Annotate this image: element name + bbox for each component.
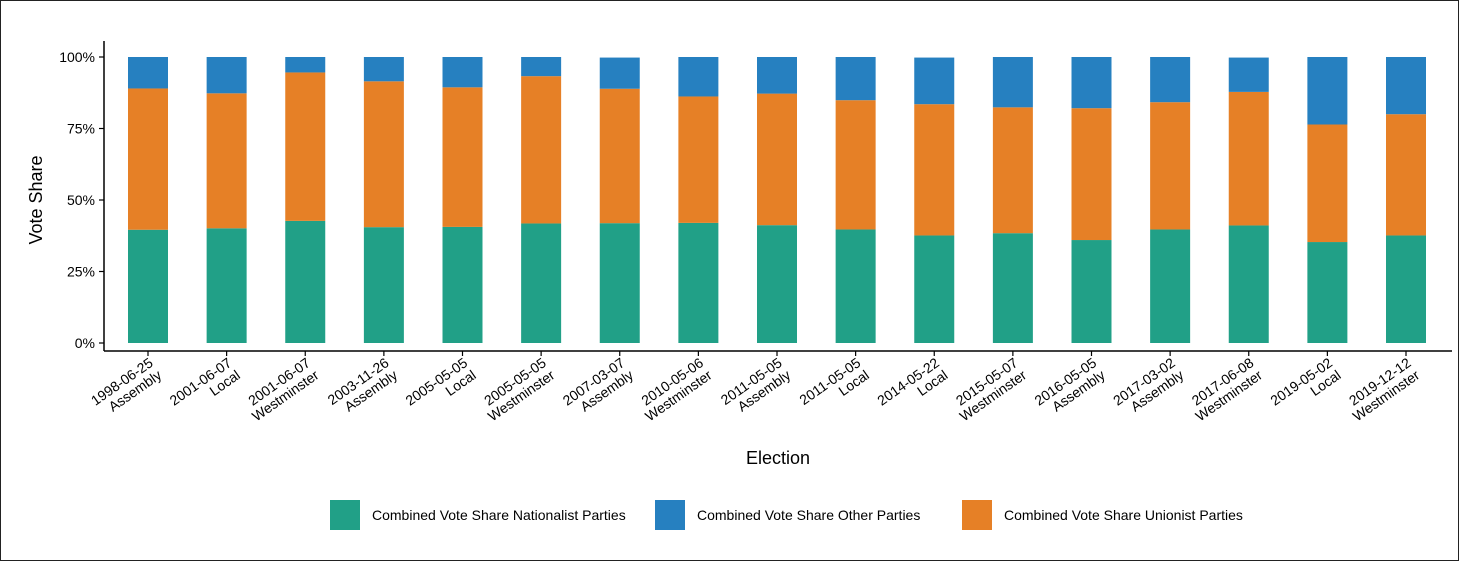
x-tick-label-12: 2016-05-05Assembly <box>1031 354 1108 421</box>
bar-segment-combined-vote-share-other-parties-10 <box>914 57 955 105</box>
bar-segment-combined-vote-share-unionist-parties-8 <box>757 93 797 226</box>
x-tick-label-0: 1998-06-25Assembly <box>88 354 165 421</box>
x-tick-label-10: 2014-05-22Local <box>874 354 951 421</box>
bar-segment-combined-vote-share-nationalist-parties-2 <box>285 220 326 343</box>
bar-segment-combined-vote-share-unionist-parties-7 <box>678 96 719 223</box>
bar-segment-combined-vote-share-nationalist-parties-6 <box>599 223 640 343</box>
bar-segment-combined-vote-share-other-parties-9 <box>835 57 876 101</box>
bar-segment-combined-vote-share-other-parties-1 <box>206 57 247 94</box>
bar-segment-combined-vote-share-other-parties-16 <box>1386 57 1426 115</box>
bar-segment-combined-vote-share-nationalist-parties-4 <box>442 226 483 343</box>
bar-segment-combined-vote-share-unionist-parties-3 <box>363 81 404 228</box>
bar-segment-combined-vote-share-other-parties-2 <box>285 57 326 73</box>
bar-segment-combined-vote-share-nationalist-parties-7 <box>678 222 719 343</box>
bar-segment-combined-vote-share-nationalist-parties-16 <box>1386 235 1426 343</box>
legend-swatch-1 <box>655 500 685 530</box>
bar-segment-combined-vote-share-other-parties-5 <box>521 57 562 77</box>
x-axis-ticks: 1998-06-25Assembly 2001-06-07Local 2001-06… <box>88 351 1423 424</box>
y-tick-label-4: 100% <box>59 49 95 65</box>
bar-segment-combined-vote-share-nationalist-parties-5 <box>521 223 562 343</box>
bar-layer <box>128 57 1426 343</box>
bar-segment-combined-vote-share-nationalist-parties-12 <box>1071 240 1112 343</box>
legend-label-2: Combined Vote Share Unionist Parties <box>1004 507 1243 523</box>
x-tick-label-15: 2019-05-02Local <box>1267 354 1344 421</box>
bar-segment-combined-vote-share-nationalist-parties-14 <box>1228 225 1269 343</box>
bar-segment-combined-vote-share-unionist-parties-10 <box>914 104 955 236</box>
bar-segment-combined-vote-share-nationalist-parties-10 <box>914 235 955 343</box>
y-tick-label-3: 75% <box>67 121 95 137</box>
x-tick-label-13: 2017-03-02Assembly <box>1110 354 1187 421</box>
x-tick-label-16: 2019-12-12Westminster <box>1341 354 1423 424</box>
bar-segment-combined-vote-share-other-parties-4 <box>442 57 483 88</box>
bar-segment-combined-vote-share-other-parties-11 <box>992 57 1033 108</box>
x-tick-label-7: 2010-05-06Westminster <box>633 354 715 424</box>
legend-swatch-2 <box>962 500 992 530</box>
y-tick-label-1: 25% <box>67 264 95 280</box>
x-tick-label-3: 2003-11-26Assembly <box>325 354 401 420</box>
legend-swatch-0 <box>330 500 360 530</box>
y-axis-title: Vote Share <box>26 155 46 244</box>
bar-segment-combined-vote-share-nationalist-parties-15 <box>1307 242 1348 343</box>
bar-segment-combined-vote-share-unionist-parties-4 <box>442 87 483 227</box>
x-tick-label-4: 2005-05-05Local <box>402 354 479 421</box>
bar-segment-combined-vote-share-other-parties-3 <box>363 57 404 82</box>
legend-label-1: Combined Vote Share Other Parties <box>697 507 920 523</box>
bar-segment-combined-vote-share-nationalist-parties-8 <box>757 225 797 343</box>
x-tick-label-8: 2011-05-05Assembly <box>718 354 794 420</box>
bar-segment-combined-vote-share-nationalist-parties-3 <box>363 227 404 343</box>
legend: Combined Vote Share Nationalist Parties C… <box>330 500 1243 530</box>
bar-segment-combined-vote-share-unionist-parties-1 <box>206 93 247 229</box>
bar-segment-combined-vote-share-nationalist-parties-11 <box>992 233 1033 343</box>
bar-segment-combined-vote-share-unionist-parties-15 <box>1307 124 1348 243</box>
x-tick-label-1: 2001-06-07Local <box>166 354 243 421</box>
bar-segment-combined-vote-share-unionist-parties-6 <box>599 88 640 224</box>
bar-segment-combined-vote-share-unionist-parties-12 <box>1071 108 1112 241</box>
x-tick-label-5: 2005-05-05Westminster <box>476 354 558 424</box>
y-tick-label-0: 0% <box>75 335 95 351</box>
y-axis-ticks: 0% 25% 50% 75% 100% <box>59 49 104 351</box>
bar-segment-combined-vote-share-unionist-parties-13 <box>1150 102 1191 230</box>
bar-segment-combined-vote-share-unionist-parties-9 <box>835 100 876 230</box>
bar-segment-combined-vote-share-unionist-parties-16 <box>1386 114 1426 236</box>
bar-segment-combined-vote-share-other-parties-12 <box>1071 57 1112 109</box>
bar-segment-combined-vote-share-other-parties-6 <box>599 57 640 89</box>
bar-segment-combined-vote-share-nationalist-parties-1 <box>206 228 247 343</box>
x-tick-label-2: 2001-06-07Westminster <box>240 354 322 424</box>
x-tick-label-6: 2007-03-07Assembly <box>560 354 637 421</box>
bar-segment-combined-vote-share-other-parties-8 <box>757 57 797 94</box>
bar-segment-combined-vote-share-nationalist-parties-9 <box>835 229 876 343</box>
y-tick-label-2: 50% <box>67 192 95 208</box>
bar-segment-combined-vote-share-unionist-parties-11 <box>992 107 1033 234</box>
bar-segment-combined-vote-share-nationalist-parties-0 <box>128 229 168 343</box>
bar-segment-combined-vote-share-other-parties-7 <box>678 57 719 97</box>
bar-segment-combined-vote-share-unionist-parties-2 <box>285 72 326 221</box>
x-tick-label-14: 2017-06-08Westminster <box>1184 354 1266 424</box>
bar-segment-combined-vote-share-other-parties-13 <box>1150 57 1191 103</box>
bar-segment-combined-vote-share-unionist-parties-0 <box>128 88 168 230</box>
bar-segment-combined-vote-share-unionist-parties-5 <box>521 76 562 224</box>
bar-segment-combined-vote-share-other-parties-14 <box>1228 57 1269 92</box>
bar-segment-combined-vote-share-other-parties-15 <box>1307 57 1348 125</box>
x-tick-label-11: 2015-05-07Westminster <box>948 354 1030 424</box>
legend-label-0: Combined Vote Share Nationalist Parties <box>372 507 626 523</box>
x-axis-title: Election <box>746 448 810 468</box>
bar-segment-combined-vote-share-nationalist-parties-13 <box>1150 229 1191 343</box>
bar-segment-combined-vote-share-other-parties-0 <box>128 57 168 89</box>
x-tick-label-9: 2011-05-05Local <box>796 354 872 420</box>
bar-segment-combined-vote-share-unionist-parties-14 <box>1228 91 1269 226</box>
